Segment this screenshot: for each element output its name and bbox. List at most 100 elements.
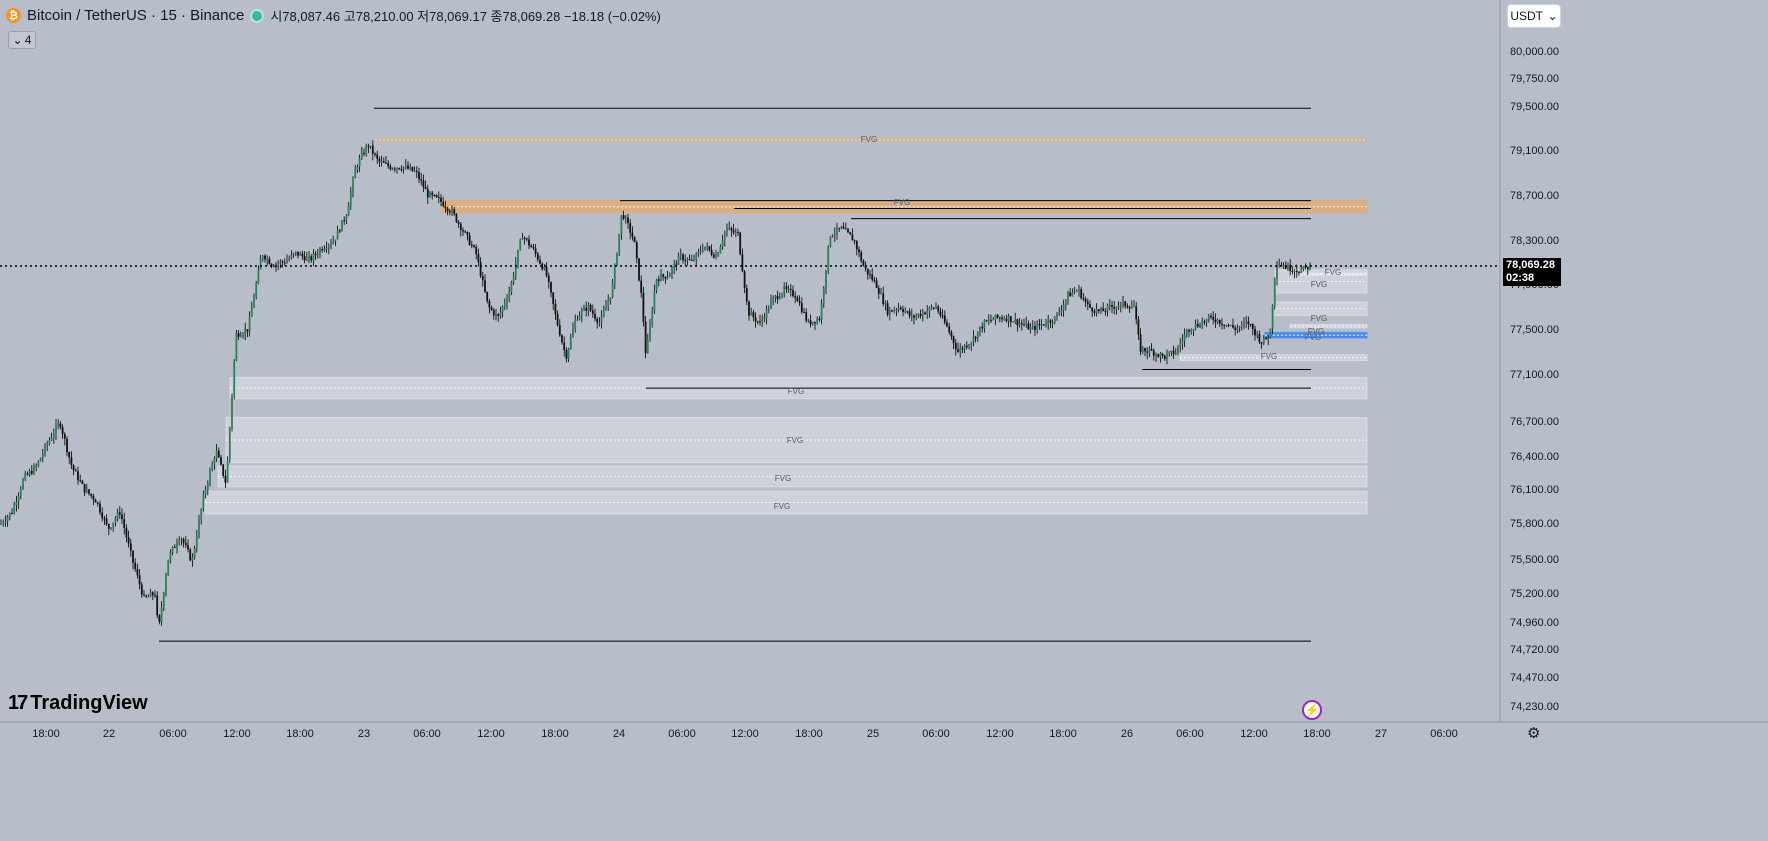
candle-body [596, 318, 599, 323]
candle-body [913, 315, 915, 318]
candle-body [290, 254, 293, 259]
x-tick-label: 18:00 [1303, 728, 1331, 740]
candle-body [662, 274, 665, 277]
candle-body [873, 279, 876, 281]
candle-body [858, 249, 860, 253]
candle-body [305, 256, 308, 261]
gear-icon[interactable]: ⚙ [1527, 725, 1541, 742]
candle-body [1139, 334, 1142, 352]
candle-body [325, 248, 328, 250]
candle-body [855, 241, 858, 250]
candle-body [118, 512, 121, 515]
candle-body [523, 238, 526, 240]
candle-body [470, 244, 473, 246]
candle-body [433, 195, 436, 197]
candle-body [1062, 304, 1065, 311]
candle-body [565, 349, 568, 359]
candle-body [299, 253, 302, 256]
candle-body [649, 323, 651, 341]
candle-body [642, 292, 645, 322]
candle-body [330, 243, 332, 245]
candle-body [81, 480, 84, 484]
candle-body [688, 259, 691, 261]
candle-body [1086, 301, 1089, 305]
ohlc-values: 시78,087.46 고78,210.00 저78,069.17 종78,069… [270, 9, 661, 24]
candle-body [1166, 353, 1168, 359]
candle-body [1080, 289, 1083, 299]
y-tick-label: 76,400.00 [1510, 451, 1559, 463]
candle-body [17, 495, 20, 503]
candle-body [750, 312, 753, 316]
candle-body [528, 239, 530, 246]
x-tick-label: 06:00 [413, 728, 441, 740]
x-tick-label: 25 [867, 728, 879, 740]
candle-body [365, 145, 368, 155]
candle-body [1009, 316, 1012, 323]
candle-body [105, 518, 108, 524]
candle-body [660, 274, 662, 281]
candle-body [143, 594, 145, 596]
indicators-toggle[interactable]: ⌄ 4 [8, 31, 36, 49]
candles [0, 140, 1311, 626]
candle-body [1229, 325, 1232, 327]
candle-body [1005, 319, 1008, 322]
candle-body [849, 232, 852, 235]
fvg-label: FVG [1311, 280, 1327, 289]
candle-body [61, 427, 64, 435]
candle-body [1038, 324, 1041, 326]
candle-body [761, 319, 764, 322]
candle-body [125, 528, 128, 538]
bitcoin-icon: ₿ [6, 8, 21, 23]
candle-body [266, 258, 269, 260]
candle-body [763, 318, 766, 320]
candle-body [446, 208, 449, 212]
candle-body [866, 268, 869, 275]
currency-select[interactable]: USDT ⌄ [1507, 4, 1561, 28]
candle-body [1146, 351, 1149, 353]
candle-body [457, 221, 460, 224]
candle-body [1031, 326, 1034, 328]
candle-body [1298, 272, 1300, 274]
candle-body [11, 512, 13, 514]
symbol-title[interactable]: Bitcoin / TetherUS · 15 · Binance [27, 7, 245, 24]
candle-body [756, 321, 759, 323]
candle-body [987, 319, 990, 322]
candle-body [156, 595, 159, 616]
price-axis: 80,000.00 79,750.00 79,500.00 79,100.00 78,7… [1499, 0, 1568, 841]
candle-body [312, 253, 315, 261]
candle-body [1188, 329, 1190, 332]
candle-body [499, 312, 502, 316]
candle-body [1157, 354, 1160, 357]
candle-body [30, 471, 33, 474]
tradingview-logo[interactable]: 17 TradingView [8, 692, 148, 715]
candle-body [52, 434, 55, 438]
lightning-icon[interactable]: ⚡ [1302, 700, 1322, 720]
candle-body [739, 232, 742, 255]
candle-body [679, 254, 682, 256]
x-tick-label: 26 [1121, 728, 1133, 740]
candle-body [475, 246, 478, 255]
candle-body [1122, 301, 1124, 303]
fvg-label: FVG [861, 135, 877, 144]
candle-body [444, 206, 447, 209]
x-tick-label: 23 [358, 728, 370, 740]
candle-body [215, 450, 218, 459]
candle-body [613, 264, 616, 284]
candle-body [684, 260, 687, 262]
candle-body [1053, 316, 1056, 323]
candle-body [1012, 321, 1014, 323]
candle-body [715, 256, 717, 258]
candle-body [536, 253, 539, 260]
candle-body [512, 275, 515, 283]
candle-body [752, 312, 755, 318]
candle-body [206, 483, 209, 490]
candle-body [1058, 312, 1061, 315]
candle-body [1174, 352, 1177, 355]
candle-body [1073, 291, 1076, 293]
candle-body [1243, 322, 1245, 324]
candle-body [319, 249, 321, 255]
candle-body [323, 248, 326, 251]
fvg-label: FVG [787, 436, 803, 445]
candle-body [334, 239, 337, 242]
